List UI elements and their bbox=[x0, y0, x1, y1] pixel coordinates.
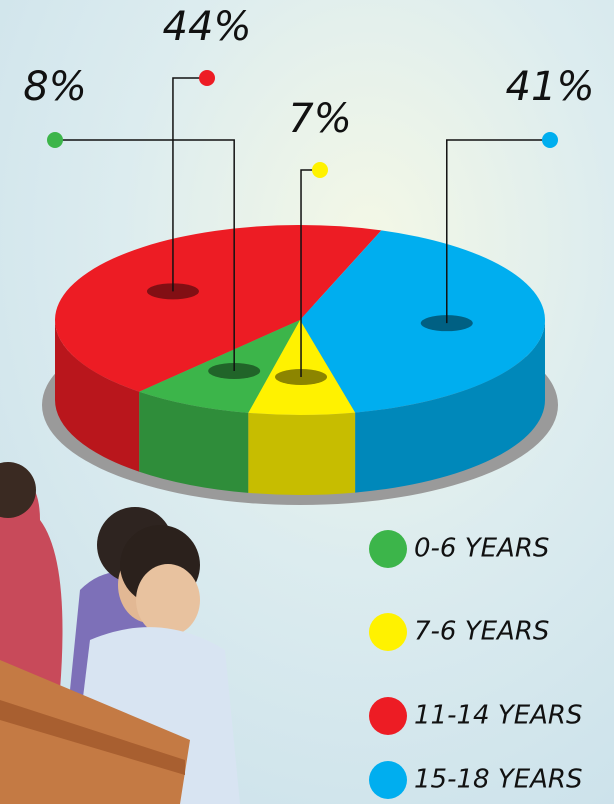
legend-swatch bbox=[369, 697, 407, 735]
value-label: 44% bbox=[163, 4, 252, 50]
legend-label: 7-6 YEARS bbox=[414, 617, 549, 647]
callout-dot bbox=[542, 132, 558, 148]
value-label: 8% bbox=[23, 64, 86, 110]
legend-swatch bbox=[369, 613, 407, 651]
callout-dot bbox=[312, 162, 328, 178]
value-label: 41% bbox=[506, 64, 595, 110]
legend-swatch bbox=[369, 761, 407, 799]
legend-label: 15-18 YEARS bbox=[414, 765, 582, 795]
value-label: 7% bbox=[288, 96, 351, 142]
legend-label: 11-14 YEARS bbox=[414, 701, 582, 731]
legend-swatch bbox=[369, 530, 407, 568]
pie-side bbox=[248, 413, 355, 495]
infographic: 44% 41% 7% 8% 0-6 YEARS 7-6 YEARS 11-14 YEARS… bbox=[0, 0, 614, 804]
callout-dot bbox=[199, 70, 215, 86]
legend-label: 0-6 YEARS bbox=[414, 534, 549, 564]
callout-dot bbox=[47, 132, 63, 148]
